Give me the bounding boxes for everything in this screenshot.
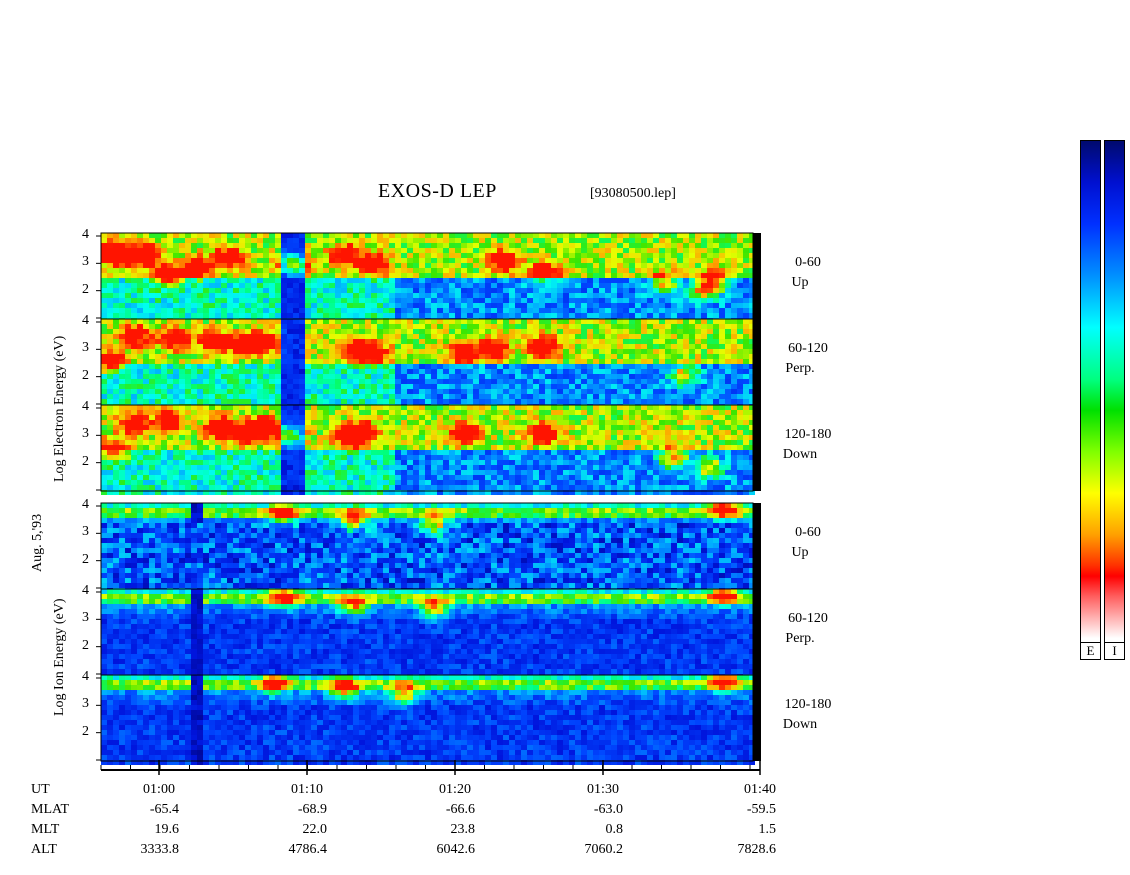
ephemeris-value: 7828.6 [737,842,777,857]
y-tick-label: 4 [82,227,89,242]
electron-axis-label: Log Electron Energy (eV) [52,335,67,482]
panel-pitch-label: 0-60 [795,255,821,270]
panel-pitch-label: 120-180 [784,697,832,712]
spectrogram-pixels [101,233,755,765]
ephemeris-value: -66.6 [445,802,475,817]
panel-1-heatmap [101,233,755,323]
y-tick-label: 4 [82,313,89,328]
panel-pitch-label: 120-180 [784,427,832,442]
panel-pitch-label: 60-120 [788,611,828,626]
file-label: [93080500.lep] [590,186,676,201]
panel-6-edge [753,675,761,761]
y-tick-label: 3 [82,254,89,270]
colorbar-label-i: I [1104,642,1125,660]
ephemeris-value: 6042.6 [436,842,476,857]
panel-5-edge [753,589,761,675]
y-tick-label: 3 [82,524,89,540]
y-tick-label: 2 [82,453,89,469]
electron-colorbar [1080,140,1101,660]
ephemeris-row-label: MLAT [31,802,70,817]
panel-5-heatmap [101,589,755,679]
ephemeris-value: 1.5 [758,822,777,837]
ephemeris-value: -63.0 [593,802,623,817]
colorbar-label-e: E [1080,642,1101,660]
ut-tick-label: 01:30 [587,782,619,797]
ephemeris-row-label: UT [31,782,50,797]
ion-axis-label: Log Ion Energy (eV) [52,598,67,716]
panel-2-edge [753,319,761,405]
ut-tick-label: 01:40 [744,782,776,797]
panel-6-heatmap [101,675,755,765]
ut-tick-label: 01:20 [439,782,471,797]
ephemeris-value: 7060.2 [584,842,624,857]
y-tick-label: 3 [82,696,89,712]
ephemeris-value: 3333.8 [140,842,180,857]
panel-direction-label: Perp. [785,361,815,376]
y-tick-label: 3 [82,340,89,356]
panel-pitch-label: 0-60 [795,525,821,540]
panel-direction-label: Down [782,447,818,462]
y-tick-label: 3 [82,610,89,626]
panel-3-heatmap [101,405,755,495]
y-tick-label: 4 [82,583,89,598]
panel-direction-label: Up [791,275,809,290]
ephemeris-row-label: MLT [31,822,60,837]
y-tick-label: 2 [82,281,89,297]
ephemeris-value: -68.9 [297,802,327,817]
panel-direction-label: Perp. [785,631,815,646]
ephemeris-value: 23.8 [450,822,476,837]
panel-direction-label: Up [791,545,809,560]
ion-colorbar [1104,140,1125,660]
panel-4-heatmap [101,503,755,593]
ephemeris-value: 0.8 [605,822,624,837]
y-tick-label: 2 [82,637,89,653]
y-tick-label: 4 [82,399,89,414]
ephemeris-value: 22.0 [302,822,328,837]
chart-title: EXOS-D LEP [378,180,497,202]
y-tick-label: 4 [82,669,89,684]
panel-4-edge [753,503,761,589]
y-tick-label: 3 [82,426,89,442]
ephemeris-value: -65.4 [149,802,179,817]
date-label: Aug. 5,'93 [30,513,45,572]
y-tick-label: 2 [82,367,89,383]
ut-tick-label: 01:10 [291,782,323,797]
ut-tick-label: 01:00 [143,782,175,797]
panel-3-edge [753,405,761,491]
panel-pitch-label: 60-120 [788,341,828,356]
y-tick-label: 2 [82,551,89,567]
panel-2-heatmap [101,319,755,409]
y-tick-label: 2 [82,723,89,739]
ephemeris-value: -59.5 [746,802,776,817]
y-tick-label: 4 [82,497,89,512]
panel-1-edge [753,233,761,319]
ephemeris-value: 4786.4 [288,842,328,857]
ephemeris-value: 19.6 [154,822,180,837]
ephemeris-row-label: ALT [31,842,57,857]
panel-direction-label: Down [782,717,818,732]
